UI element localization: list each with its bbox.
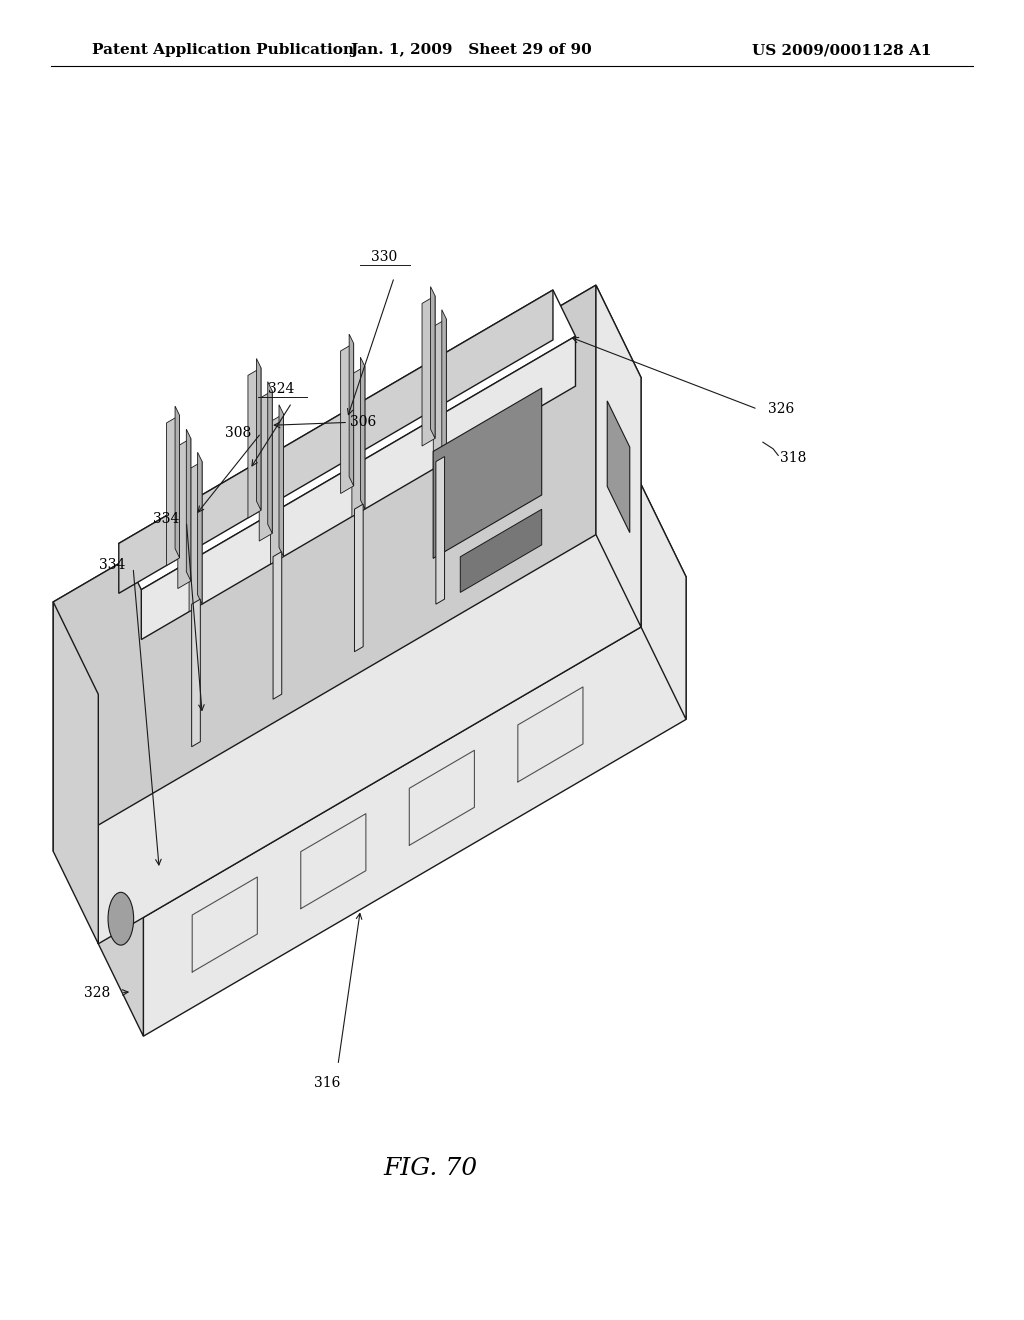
Text: 318: 318 <box>780 451 807 465</box>
Polygon shape <box>53 285 596 851</box>
Polygon shape <box>256 359 261 511</box>
Text: 328: 328 <box>84 986 111 999</box>
Polygon shape <box>119 290 553 594</box>
Polygon shape <box>436 457 444 605</box>
Polygon shape <box>349 334 353 486</box>
Text: 330: 330 <box>371 249 397 264</box>
Text: 308: 308 <box>224 426 251 440</box>
Text: US 2009/0001128 A1: US 2009/0001128 A1 <box>753 44 932 57</box>
Polygon shape <box>279 405 284 557</box>
Polygon shape <box>596 285 641 627</box>
Polygon shape <box>53 285 641 694</box>
Text: 326: 326 <box>768 403 795 416</box>
Text: 334: 334 <box>98 558 125 572</box>
Text: 324: 324 <box>268 381 295 396</box>
Polygon shape <box>273 552 282 700</box>
Polygon shape <box>360 358 365 510</box>
Polygon shape <box>98 378 641 944</box>
Text: FIG. 70: FIG. 70 <box>383 1156 477 1180</box>
Polygon shape <box>53 602 98 944</box>
Text: Patent Application Publication: Patent Application Publication <box>92 44 354 57</box>
Polygon shape <box>352 367 365 516</box>
Polygon shape <box>175 407 179 558</box>
Polygon shape <box>98 484 686 894</box>
Polygon shape <box>141 337 575 639</box>
Polygon shape <box>270 414 284 564</box>
Polygon shape <box>430 286 435 438</box>
Polygon shape <box>98 484 641 944</box>
Polygon shape <box>119 290 575 590</box>
Ellipse shape <box>109 892 134 945</box>
Polygon shape <box>441 310 446 462</box>
Polygon shape <box>178 438 190 589</box>
Polygon shape <box>167 416 179 565</box>
Polygon shape <box>98 801 143 1036</box>
Polygon shape <box>248 368 261 517</box>
Polygon shape <box>341 343 353 494</box>
Polygon shape <box>422 296 435 446</box>
Text: 334: 334 <box>153 512 179 525</box>
Text: 306: 306 <box>350 416 377 429</box>
Polygon shape <box>191 599 201 747</box>
Polygon shape <box>607 401 630 532</box>
Polygon shape <box>189 462 202 611</box>
Text: Jan. 1, 2009   Sheet 29 of 90: Jan. 1, 2009 Sheet 29 of 90 <box>350 44 592 57</box>
Polygon shape <box>433 319 446 469</box>
Polygon shape <box>641 484 686 719</box>
Text: 316: 316 <box>314 1076 341 1090</box>
Polygon shape <box>186 429 190 581</box>
Polygon shape <box>433 388 542 558</box>
Polygon shape <box>259 391 272 541</box>
Polygon shape <box>461 510 542 593</box>
Polygon shape <box>198 453 202 605</box>
Polygon shape <box>143 577 686 1036</box>
Polygon shape <box>354 504 364 652</box>
Polygon shape <box>267 381 272 533</box>
